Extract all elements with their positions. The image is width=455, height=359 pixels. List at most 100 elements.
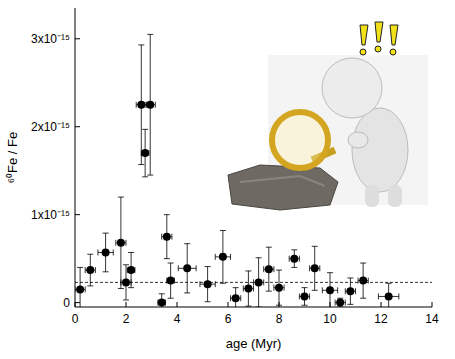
x-tick	[432, 302, 433, 307]
cartoon	[228, 22, 428, 210]
point	[86, 266, 94, 274]
x-error-cap	[230, 254, 231, 260]
x-error-cap	[240, 295, 241, 301]
y-error-cap	[118, 197, 124, 198]
y-error-cap	[233, 287, 239, 288]
chart: 0246810121401x10⁻¹⁵2x10⁻¹⁵3x10⁻¹⁵age (My…	[0, 0, 455, 359]
point	[301, 292, 309, 300]
point	[117, 239, 125, 247]
y-error-cap	[276, 270, 282, 271]
plot-area	[75, 34, 432, 307]
x-error-cap	[199, 281, 200, 287]
point	[265, 265, 273, 273]
y-error-cap	[327, 272, 333, 273]
y-tick	[75, 302, 80, 303]
point	[76, 285, 84, 293]
point	[163, 233, 171, 241]
y-error-cap	[276, 305, 282, 306]
y-error-cap	[360, 298, 366, 299]
exclaim-dot	[390, 49, 396, 55]
y-error-cap	[142, 176, 148, 177]
point	[346, 287, 354, 295]
x-error-cap	[273, 285, 274, 291]
y-tick	[75, 214, 80, 215]
x-tick-label: 4	[174, 312, 181, 326]
y-error-cap	[138, 164, 144, 165]
figure-hand	[348, 132, 368, 148]
x-error-cap	[319, 265, 320, 271]
point	[158, 299, 166, 307]
point	[122, 278, 130, 286]
x-error-cap	[299, 256, 300, 262]
x-error-cap	[136, 102, 137, 108]
y-error-cap	[123, 264, 129, 265]
x-tick-label: 0	[72, 312, 79, 326]
x-tick-label: 12	[374, 312, 388, 326]
x-error-cap	[337, 287, 338, 293]
x-error-cap	[230, 295, 231, 301]
y-error-cap	[337, 298, 343, 299]
point	[359, 277, 367, 285]
x-error-cap	[120, 279, 121, 285]
x-error-cap	[345, 288, 346, 294]
point	[141, 149, 149, 157]
y-error-cap	[205, 266, 211, 267]
x-error-cap	[322, 287, 323, 293]
x-tick-label: 10	[323, 312, 337, 326]
x-tick	[381, 302, 382, 307]
y-error-cap	[302, 287, 308, 288]
x-tick-label: 2	[123, 312, 130, 326]
figure-leg	[388, 185, 402, 207]
y-error-cap	[123, 299, 129, 300]
y-error-cap	[256, 257, 262, 258]
x-error-cap	[85, 286, 86, 292]
rock	[228, 165, 338, 210]
y-error-cap	[220, 230, 226, 231]
y-error-cap	[291, 267, 297, 268]
point	[204, 280, 212, 288]
exclaim	[390, 25, 398, 45]
point	[244, 285, 252, 293]
y-error-cap	[138, 44, 144, 45]
x-error-cap	[171, 234, 172, 240]
y-error-cap	[164, 214, 170, 215]
y-tick-label: 3x10⁻¹⁵	[31, 32, 70, 46]
y-error-cap	[360, 263, 366, 264]
x-error-cap	[253, 279, 254, 285]
point	[275, 284, 283, 292]
point	[385, 292, 393, 300]
point	[255, 278, 263, 286]
x-error-cap	[97, 249, 98, 255]
y-error-cap	[205, 301, 211, 302]
point	[102, 248, 110, 256]
y-tick-label: 2x10⁻¹⁵	[31, 120, 70, 134]
x-error-cap	[155, 102, 156, 108]
x-error-cap	[335, 300, 336, 306]
y-error-cap	[220, 283, 226, 284]
y-error-cap	[103, 233, 109, 234]
point	[336, 299, 344, 307]
x-tick	[126, 302, 127, 307]
y-error-cap	[103, 271, 109, 272]
figure-leg	[365, 185, 379, 207]
y-error-cap	[266, 291, 272, 292]
x-error-cap	[263, 279, 264, 285]
figure-head	[322, 58, 382, 118]
point	[127, 266, 135, 274]
x-error-cap	[378, 293, 379, 299]
x-error-cap	[253, 286, 254, 292]
x-error-cap	[355, 288, 356, 294]
x-error-cap	[358, 278, 359, 284]
y-error-cap	[77, 267, 83, 268]
y-tick	[75, 38, 80, 39]
x-error-cap	[284, 285, 285, 291]
y-error-cap	[347, 304, 353, 305]
rock-texture	[240, 176, 325, 186]
point	[290, 255, 298, 263]
x-tick-label: 14	[425, 312, 439, 326]
x-error-cap	[196, 265, 197, 271]
exclaim	[375, 22, 383, 42]
x-error-cap	[345, 300, 346, 306]
axes: 0246810121401x10⁻¹⁵2x10⁻¹⁵3x10⁻¹⁵	[31, 8, 439, 326]
x-error-cap	[145, 102, 146, 108]
